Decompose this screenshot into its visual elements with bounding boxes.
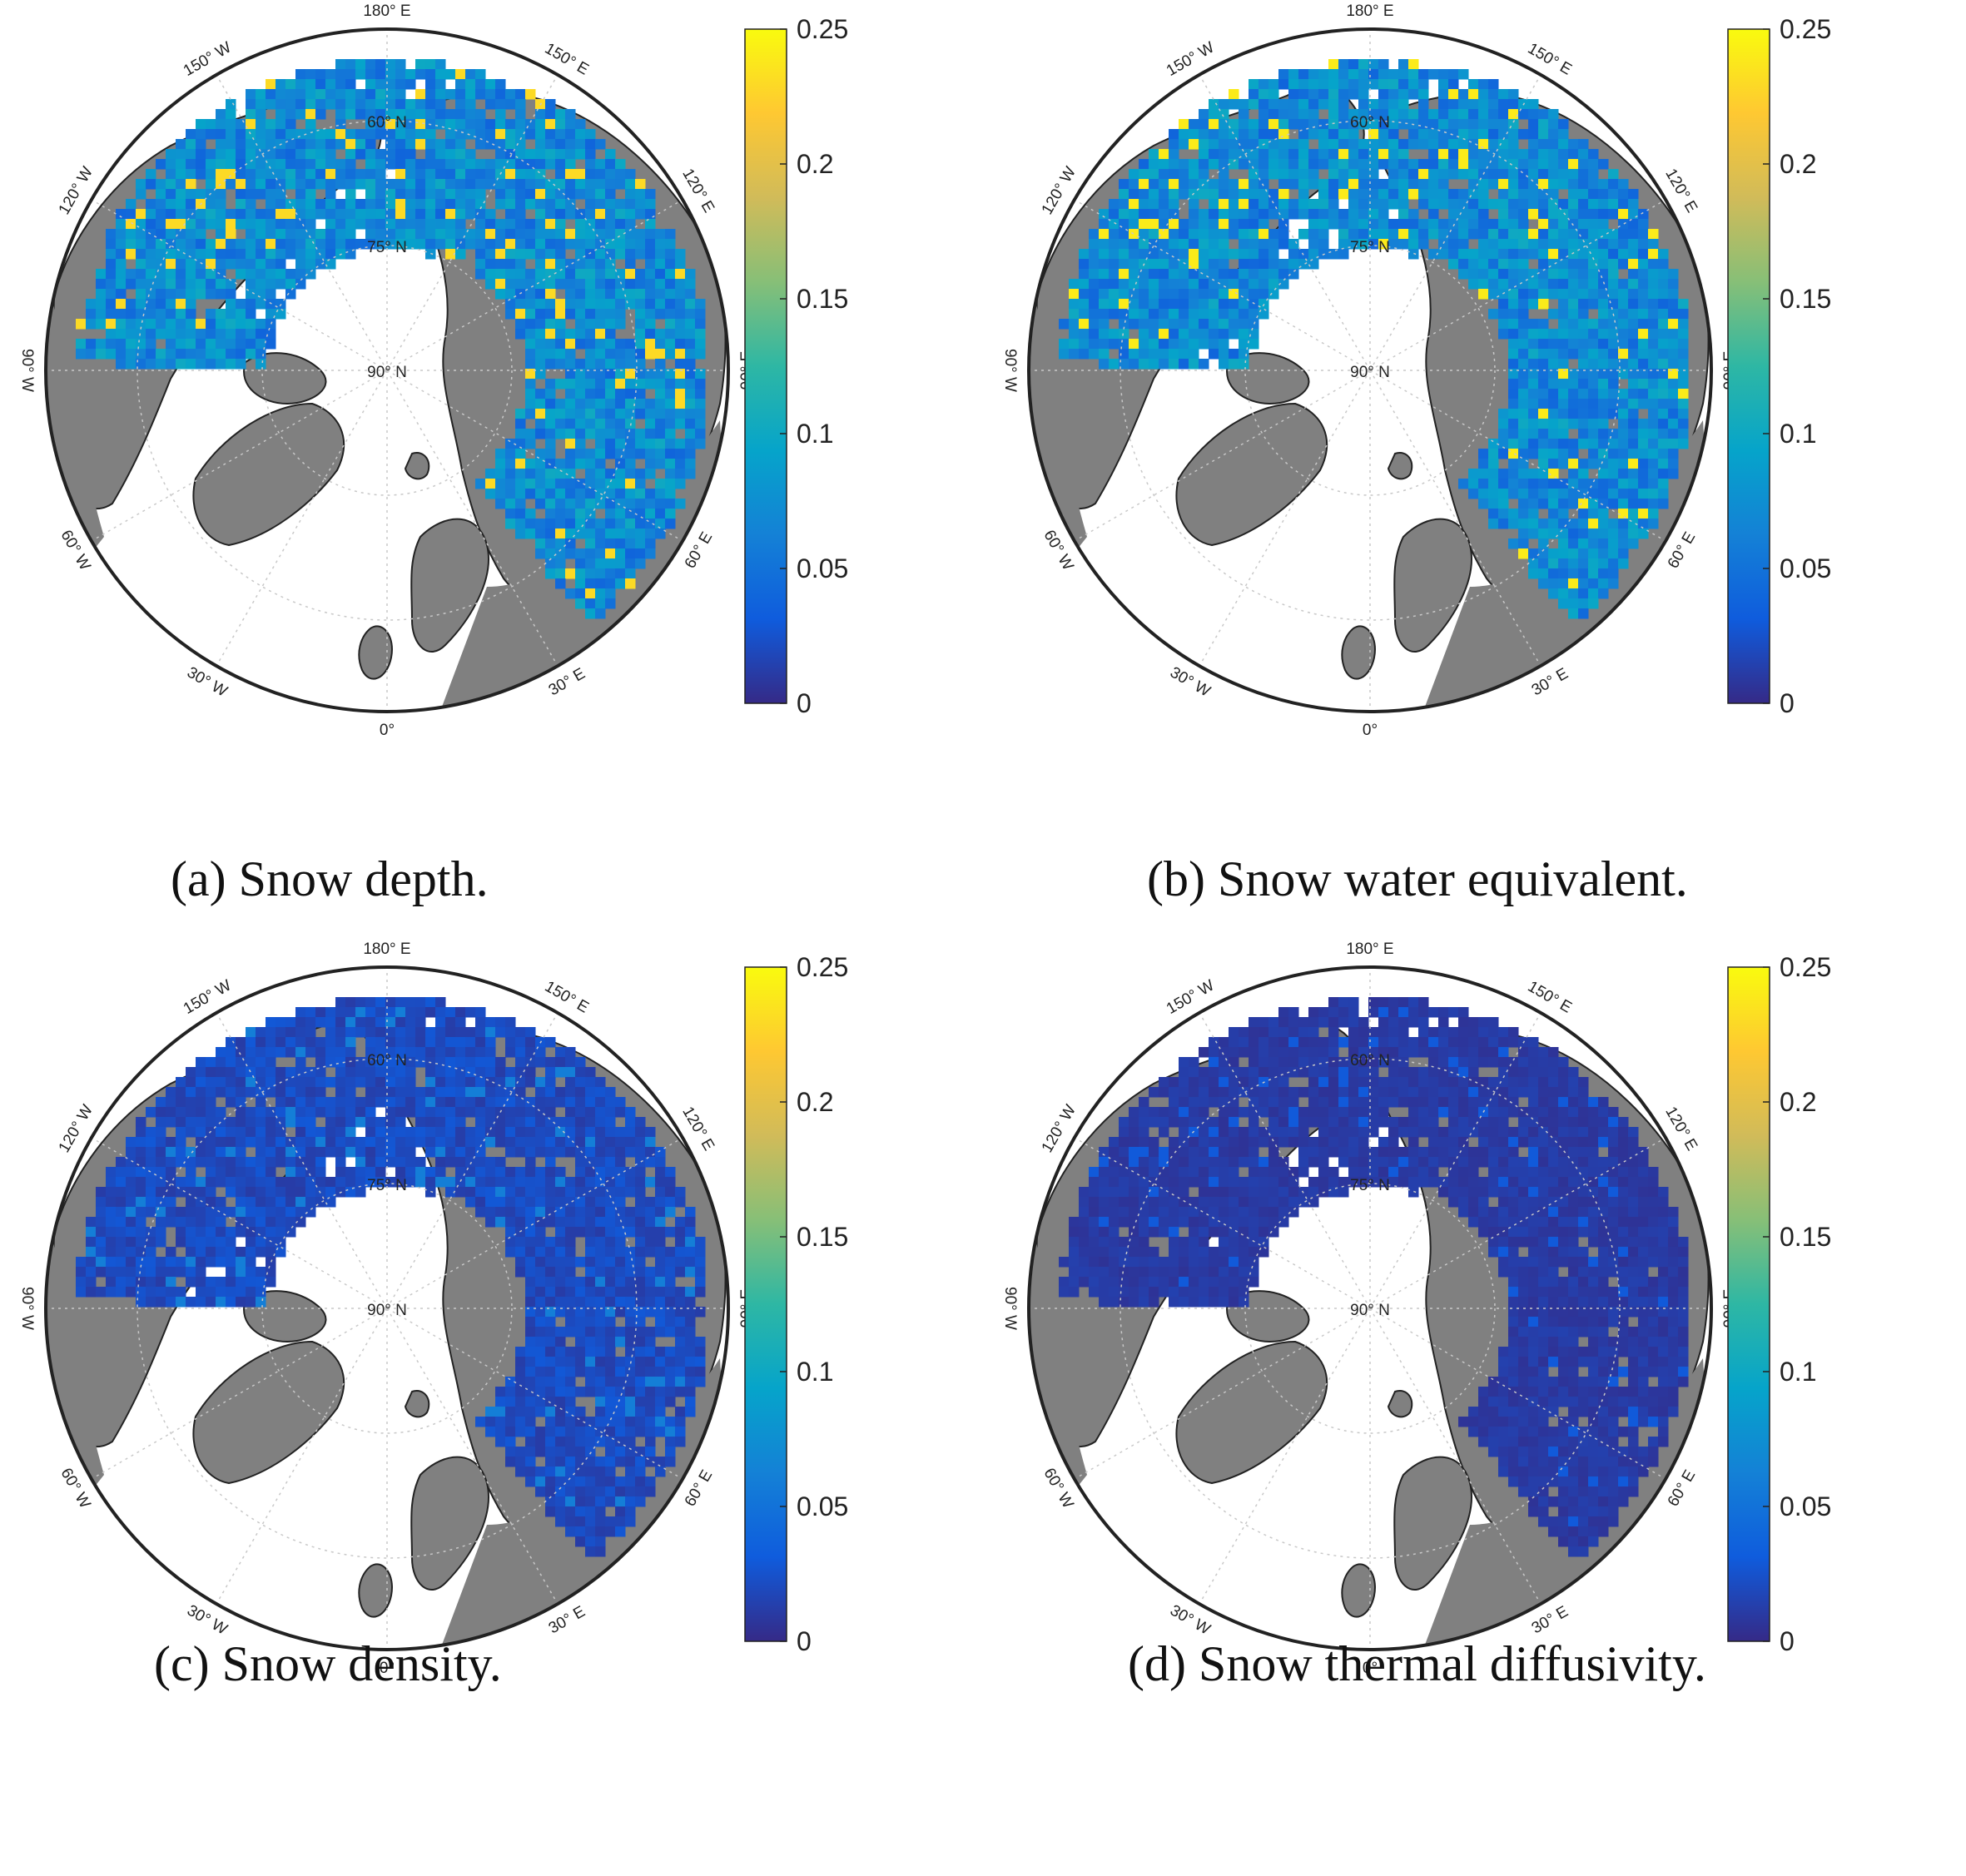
colorbar bbox=[744, 966, 787, 1642]
colorbar-tick-label: 0.15 bbox=[797, 1222, 848, 1252]
colorbar-tick-label: 0 bbox=[797, 688, 812, 718]
longitude-label: 180° E bbox=[363, 2, 410, 20]
land-greenland bbox=[192, 1340, 345, 1485]
latitude-label: 60° N bbox=[1350, 1052, 1390, 1070]
land-svalbard bbox=[1387, 1390, 1413, 1418]
colorbar bbox=[1727, 28, 1770, 704]
colorbar-tick-label: 0.2 bbox=[797, 1087, 833, 1117]
land-greenland bbox=[1175, 1340, 1328, 1485]
map-frame bbox=[1027, 27, 1713, 713]
longitude-label: 180° E bbox=[363, 940, 410, 958]
colorbar-tick-label: 0.2 bbox=[1780, 149, 1816, 179]
colorbar bbox=[1727, 966, 1770, 1642]
longitude-label: 0° bbox=[1363, 1660, 1378, 1677]
colorbar-tick-label: 0.25 bbox=[1780, 14, 1831, 44]
latitude-label: 90° N bbox=[1350, 364, 1390, 381]
longitude-label: 90° W bbox=[1001, 349, 1019, 392]
land-svalbard bbox=[404, 452, 430, 480]
colorbar-tick-label: 0.05 bbox=[1780, 553, 1831, 583]
map-frame bbox=[44, 27, 730, 713]
longitude-label: 0° bbox=[380, 1660, 395, 1677]
latitude-label: 75° N bbox=[1350, 239, 1390, 256]
colorbar-tick-label: 0 bbox=[797, 1626, 812, 1656]
latitude-label: 75° N bbox=[367, 239, 407, 256]
caption-c: (c) Snow density. bbox=[154, 1636, 502, 1691]
land-greenland bbox=[192, 402, 345, 547]
colorbar-tick-label: 0.25 bbox=[1780, 952, 1831, 982]
colorbar-tick-label: 0.2 bbox=[1780, 1087, 1816, 1117]
longitude-label: 0° bbox=[1363, 722, 1378, 739]
snow-field bbox=[1059, 997, 1689, 1557]
colorbar-tick-label: 0.25 bbox=[797, 952, 848, 982]
colorbar-tick-label: 0.1 bbox=[797, 419, 833, 449]
colorbar-tick-label: 0.15 bbox=[797, 284, 848, 314]
longitude-label: 180° E bbox=[1346, 940, 1393, 958]
colorbar-tick-label: 0.1 bbox=[797, 1357, 833, 1387]
land-greenland bbox=[1175, 402, 1328, 547]
colorbar-tick-label: 0 bbox=[1780, 1626, 1795, 1656]
colorbar bbox=[744, 28, 787, 704]
map-frame bbox=[44, 965, 730, 1651]
caption-b: (b) Snow water equivalent. bbox=[1147, 851, 1688, 906]
longitude-label: 90° W bbox=[18, 1287, 36, 1330]
colorbar-tick-label: 0.05 bbox=[797, 1491, 848, 1521]
latitude-label: 60° N bbox=[367, 1052, 407, 1070]
land-scandinavia bbox=[1393, 518, 1472, 653]
colorbar-tick-label: 0.15 bbox=[1780, 284, 1831, 314]
latitude-label: 90° N bbox=[367, 364, 407, 381]
land-svalbard bbox=[404, 1390, 430, 1418]
latitude-label: 75° N bbox=[367, 1177, 407, 1194]
longitude-label: 180° E bbox=[1346, 2, 1393, 20]
snow-field bbox=[1059, 59, 1689, 619]
land-scandinavia bbox=[1393, 1456, 1472, 1591]
latitude-label: 60° N bbox=[367, 114, 407, 132]
latitude-label: 75° N bbox=[1350, 1177, 1390, 1194]
graticule bbox=[46, 967, 728, 1650]
colorbar-tick-label: 0.15 bbox=[1780, 1222, 1831, 1252]
land-scandinavia bbox=[410, 518, 489, 653]
colorbar-tick-label: 0.05 bbox=[1780, 1491, 1831, 1521]
longitude-label: 90° W bbox=[18, 349, 36, 392]
colorbar-tick-label: 0.1 bbox=[1780, 419, 1816, 449]
latitude-label: 60° N bbox=[1350, 114, 1390, 132]
colorbar-tick-label: 0.2 bbox=[797, 149, 833, 179]
caption-a: (a) Snow depth. bbox=[171, 851, 489, 906]
colorbar-tick-label: 0.05 bbox=[797, 553, 848, 583]
snow-field bbox=[76, 997, 706, 1557]
longitude-label: 90° W bbox=[1001, 1287, 1019, 1330]
land-svalbard bbox=[1387, 452, 1413, 480]
colorbar-tick-label: 0.1 bbox=[1780, 1357, 1816, 1387]
longitude-label: 0° bbox=[380, 722, 395, 739]
graticule bbox=[1029, 29, 1711, 712]
land-scandinavia bbox=[410, 1456, 489, 1591]
latitude-label: 90° N bbox=[367, 1302, 407, 1319]
latitude-label: 90° N bbox=[1350, 1302, 1390, 1319]
colorbar-tick-label: 0 bbox=[1780, 688, 1795, 718]
snow-field bbox=[76, 59, 706, 619]
graticule bbox=[46, 29, 728, 712]
graticule bbox=[1029, 967, 1711, 1650]
colorbar-tick-label: 0.25 bbox=[797, 14, 848, 44]
map-frame bbox=[1027, 965, 1713, 1651]
caption-d: (d) Snow thermal diffusivity. bbox=[1128, 1636, 1706, 1691]
